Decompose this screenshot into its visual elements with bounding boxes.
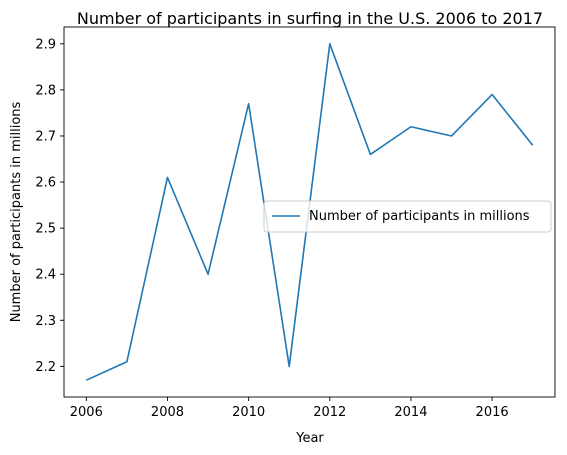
- y-tick-label: 2.3: [35, 314, 56, 329]
- legend: Number of participants in millions: [263, 200, 552, 233]
- y-tick-label: 2.9: [35, 37, 56, 52]
- y-tick-label: 2.4: [35, 268, 56, 283]
- y-tick-label: 2.7: [35, 129, 56, 144]
- x-axis-title: Year: [295, 431, 324, 446]
- y-tick-label: 2.6: [35, 176, 56, 191]
- x-tick-label: 2012: [313, 405, 346, 420]
- y-axis-ticks: 2.2 2.3 2.4 2.5 2.6 2.7 2.8 2.9: [35, 37, 64, 375]
- plot-frame: [63, 26, 556, 398]
- x-tick-label: 2008: [151, 405, 184, 420]
- y-tick-label: 2.5: [35, 222, 56, 237]
- y-tick-label: 2.2: [35, 360, 56, 375]
- x-tick-label: 2014: [394, 405, 427, 420]
- legend-label: Number of participants in millions: [309, 209, 530, 224]
- x-tick-label: 2006: [70, 405, 103, 420]
- x-tick-label: 2016: [476, 405, 509, 420]
- x-axis-ticks: 2006 2008 2010 2012 2014 2016: [70, 397, 509, 420]
- x-tick-label: 2010: [232, 405, 265, 420]
- y-axis-title: Number of participants in millions: [9, 101, 24, 322]
- legend-box: [263, 200, 552, 233]
- y-tick-label: 2.8: [35, 83, 56, 98]
- chart-title: Number of participants in surfing in the…: [77, 9, 543, 28]
